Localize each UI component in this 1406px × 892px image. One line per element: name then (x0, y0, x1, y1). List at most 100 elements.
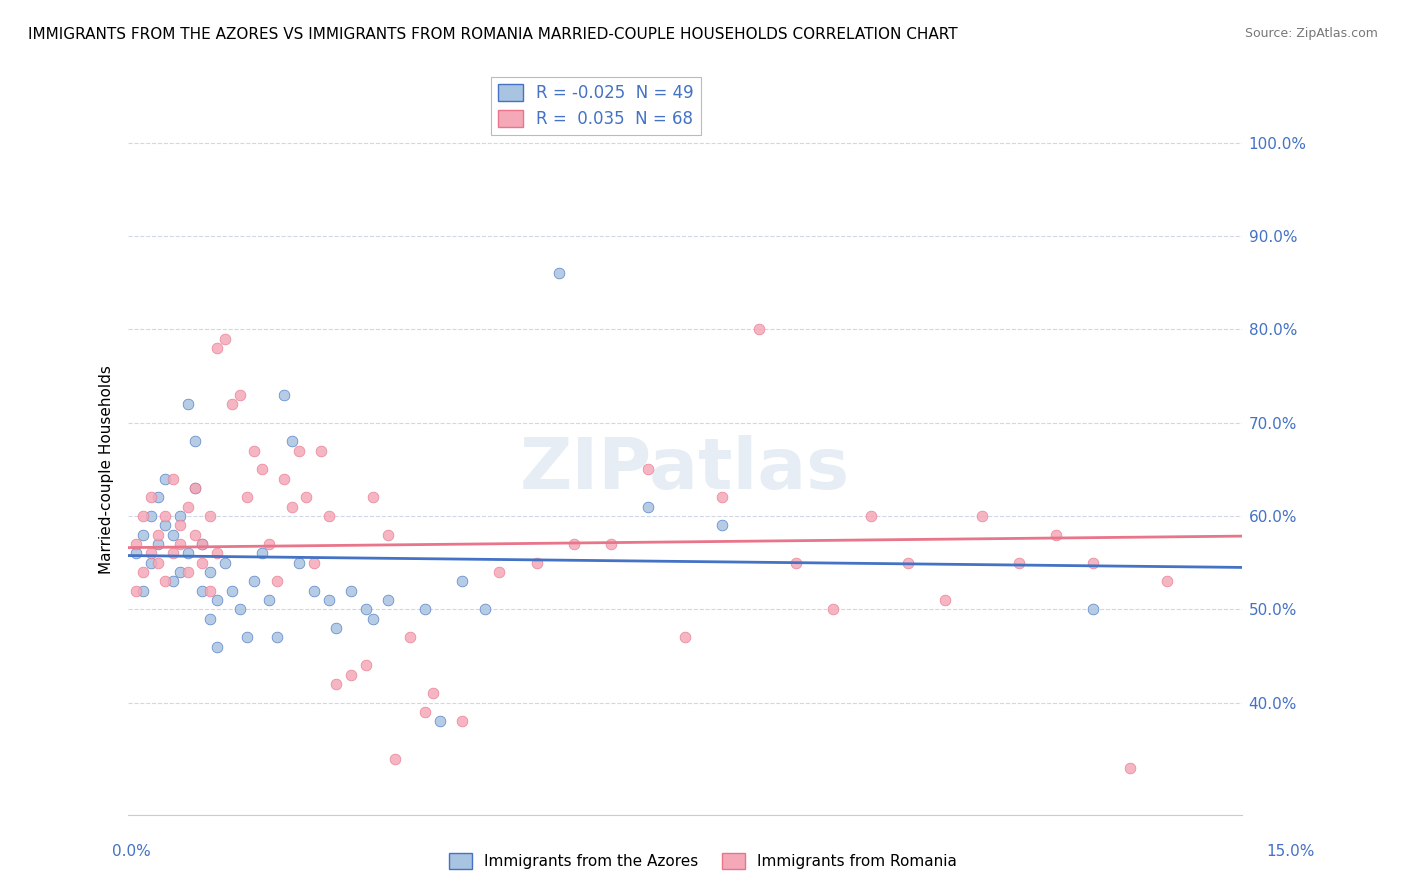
Point (221, 583, 243, 598)
Y-axis label: Married-couple Households: Married-couple Households (100, 365, 114, 574)
Point (748, 322, 770, 336)
Point (354, 658, 377, 673)
Point (176, 565, 198, 579)
Point (155, 574, 177, 589)
Point (1083, 602, 1105, 616)
Point (191, 583, 214, 598)
Point (399, 630, 422, 644)
Legend: R = -0.025  N = 49, R =  0.035  N = 68: R = -0.025 N = 49, R = 0.035 N = 68 (491, 77, 700, 136)
Point (236, 491, 259, 505)
Point (280, 500, 302, 514)
Point (228, 387, 250, 401)
Point (637, 500, 659, 514)
Point (132, 583, 155, 598)
Point (236, 630, 259, 644)
Point (191, 537, 214, 551)
Point (207, 546, 229, 560)
Point (273, 472, 295, 486)
Point (273, 387, 295, 401)
Point (198, 565, 221, 579)
Text: Source: ZipAtlas.com: Source: ZipAtlas.com (1244, 27, 1378, 40)
Point (243, 443, 266, 458)
Point (302, 583, 325, 598)
Point (132, 565, 155, 579)
Point (146, 537, 169, 551)
Point (146, 556, 169, 570)
Point (1045, 527, 1067, 541)
Point (309, 443, 332, 458)
Point (599, 537, 621, 551)
Point (162, 527, 184, 541)
Point (361, 491, 384, 505)
Point (451, 574, 474, 589)
Point (280, 434, 302, 449)
Point (377, 527, 399, 541)
Point (451, 714, 474, 729)
Point (169, 518, 191, 533)
Point (377, 593, 399, 607)
Point (526, 556, 548, 570)
Point (169, 537, 191, 551)
Point (340, 583, 363, 598)
Point (169, 508, 191, 523)
Point (1008, 556, 1031, 570)
Point (207, 593, 229, 607)
Point (970, 508, 993, 523)
Point (139, 491, 162, 505)
Point (169, 565, 191, 579)
Text: ZIPatlas: ZIPatlas (520, 434, 851, 504)
Point (176, 546, 198, 560)
Point (207, 341, 229, 355)
Point (198, 612, 221, 626)
Point (637, 462, 659, 476)
Point (340, 667, 363, 681)
Point (1119, 761, 1142, 775)
Point (325, 621, 347, 635)
Point (207, 640, 229, 654)
Point (266, 630, 288, 644)
Point (474, 602, 496, 616)
Point (288, 556, 311, 570)
Point (325, 677, 347, 691)
Point (124, 583, 146, 598)
Point (132, 527, 155, 541)
Point (124, 546, 146, 560)
Text: IMMIGRANTS FROM THE AZORES VS IMMIGRANTS FROM ROMANIA MARRIED-COUPLE HOUSEHOLDS : IMMIGRANTS FROM THE AZORES VS IMMIGRANTS… (28, 27, 957, 42)
Point (176, 500, 198, 514)
Point (243, 574, 266, 589)
Point (302, 556, 325, 570)
Point (859, 508, 882, 523)
Point (413, 705, 436, 719)
Point (562, 537, 585, 551)
Point (198, 508, 221, 523)
Point (162, 472, 184, 486)
Point (1156, 574, 1178, 589)
Point (259, 537, 281, 551)
Point (295, 491, 318, 505)
Point (354, 602, 377, 616)
Point (1083, 556, 1105, 570)
Point (250, 462, 273, 476)
Point (228, 602, 250, 616)
Point (184, 481, 207, 495)
Point (176, 397, 198, 411)
Point (162, 574, 184, 589)
Point (488, 565, 510, 579)
Point (422, 686, 444, 700)
Point (259, 593, 281, 607)
Point (184, 527, 207, 541)
Point (384, 751, 406, 765)
Point (221, 397, 243, 411)
Point (318, 593, 340, 607)
Point (146, 527, 169, 541)
Point (318, 508, 340, 523)
Point (146, 491, 169, 505)
Point (191, 556, 214, 570)
Point (361, 612, 384, 626)
Point (155, 508, 177, 523)
Point (191, 537, 214, 551)
Point (214, 556, 236, 570)
Text: 15.0%: 15.0% (1267, 845, 1315, 859)
Point (198, 583, 221, 598)
Point (139, 546, 162, 560)
